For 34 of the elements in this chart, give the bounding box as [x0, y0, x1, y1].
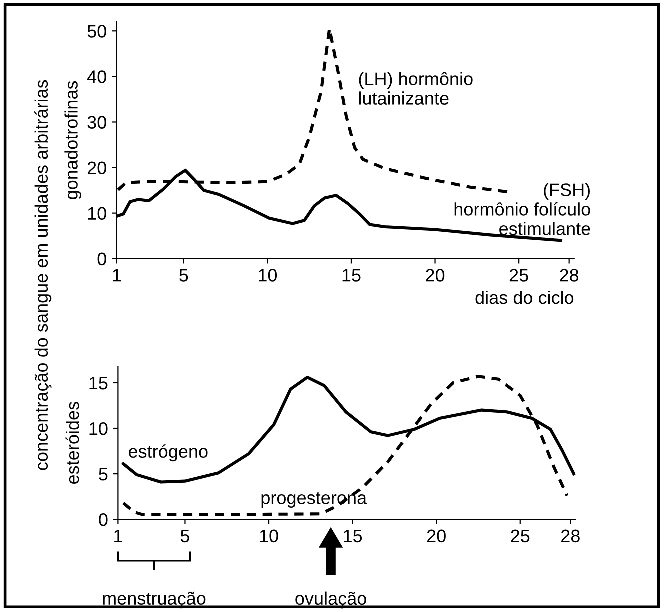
y-tick-label: 5 [99, 468, 108, 481]
x-tick-label: 28 [562, 530, 580, 543]
x-axis-title: dias do ciclo [476, 290, 574, 304]
x-tick-label: 1 [114, 530, 122, 542]
y-tick-label: 15 [90, 377, 108, 390]
series-label: estrógeno [129, 444, 208, 462]
x-tick-label: 10 [259, 269, 278, 282]
x-tick-label: 28 [560, 269, 579, 282]
y-tick-label: 0 [98, 252, 106, 266]
x-tick-label: 20 [427, 530, 446, 543]
y-axis-title: gonadotrofinas [64, 81, 82, 200]
x-tick-label: 5 [180, 530, 190, 543]
y-tick-label: 50 [88, 25, 106, 38]
x-tick-label: 1 [113, 269, 122, 282]
y-tick-label: 10 [90, 422, 108, 436]
y-tick-label: 20 [88, 162, 106, 174]
x-tick-label: 15 [344, 530, 362, 543]
text: ovulação [296, 592, 366, 609]
y-axis-title: esteróides [66, 402, 80, 484]
series-label: (FSH) hormônio folículo estimulante [454, 183, 590, 236]
x-tick-label: 25 [510, 269, 528, 282]
y-tick-label: 0 [99, 514, 108, 526]
series-label: progesterona [262, 492, 368, 508]
y-tick-label: 40 [87, 70, 106, 84]
x-tick-label: 5 [180, 269, 188, 282]
y-tick-label: 30 [88, 116, 106, 129]
text: concentração do sangue em unidades arbitrárias [34, 80, 52, 470]
x-tick-label: 10 [260, 530, 278, 543]
x-tick-label: 25 [511, 530, 530, 543]
x-tick-label: 20 [426, 269, 445, 282]
series-label: (LH) hormônio lutainizante [359, 72, 473, 105]
text: menstruação [103, 592, 206, 609]
x-tick-label: 15 [342, 269, 361, 282]
y-tick-label: 10 [88, 207, 106, 220]
